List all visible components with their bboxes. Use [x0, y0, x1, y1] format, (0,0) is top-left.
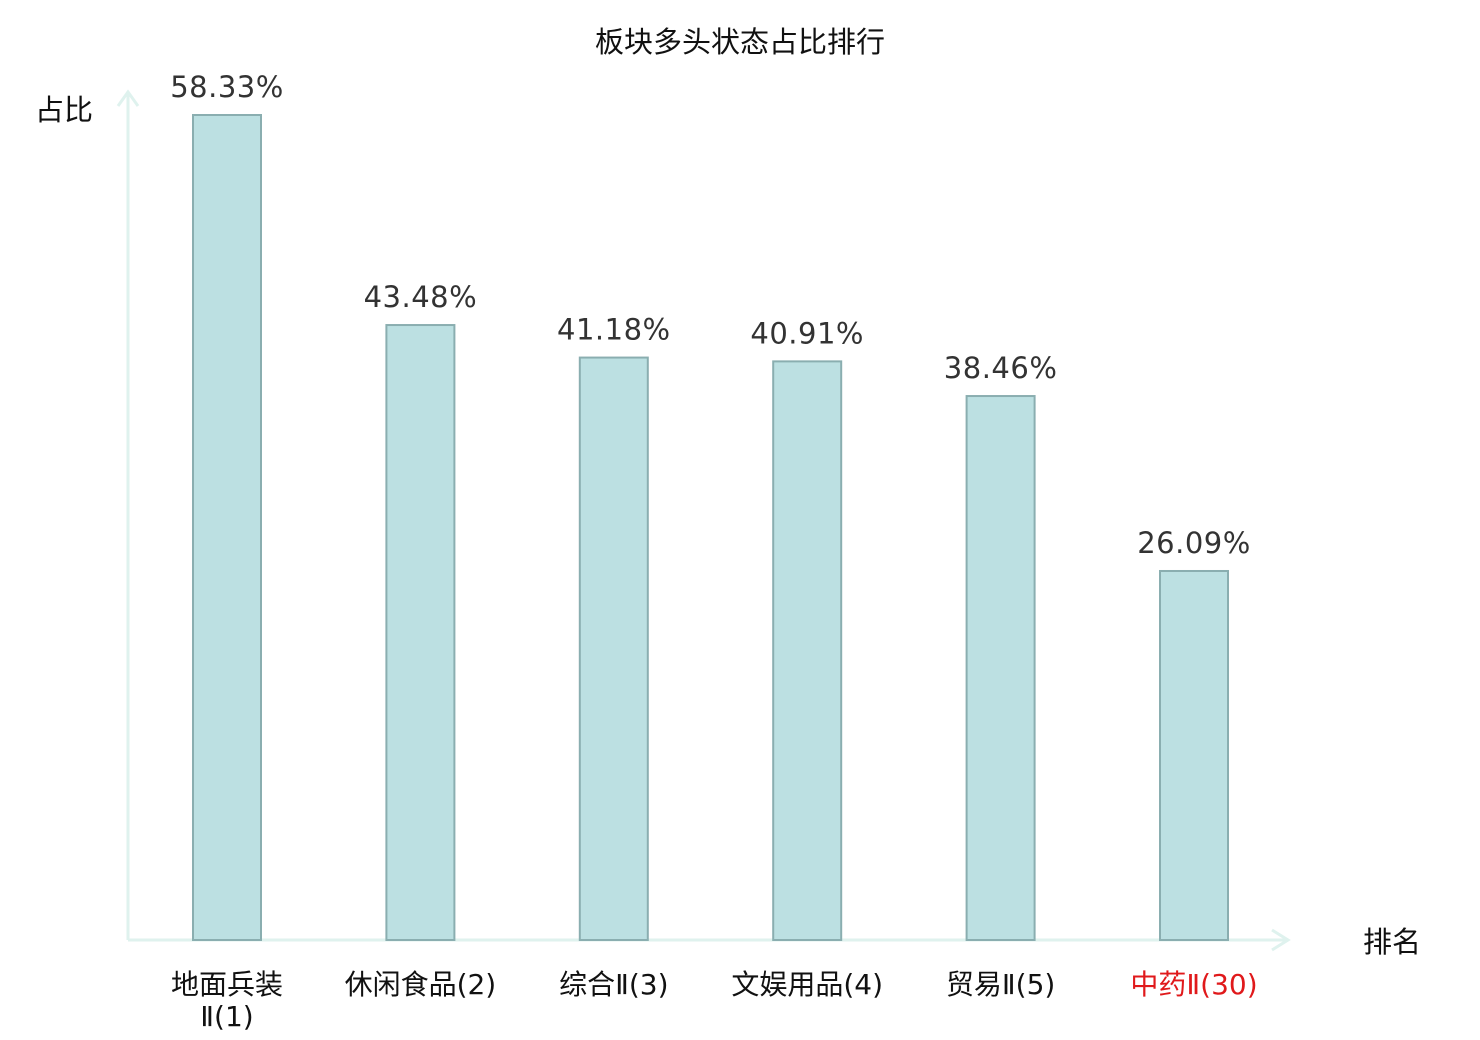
bar: [1159, 569, 1229, 941]
bar-value-label: 40.91%: [750, 316, 864, 350]
category-label: 综合Ⅱ(3): [559, 968, 668, 1001]
category-label: 地面兵装: [171, 968, 283, 1001]
category-label: 休闲食品(2): [345, 968, 497, 1001]
category-label: 中药Ⅱ(30): [1130, 968, 1257, 1001]
bar-value-label: 26.09%: [1137, 526, 1251, 560]
bar: [192, 114, 262, 941]
bar: [772, 360, 843, 942]
bars-group: [192, 114, 1229, 942]
bar: [578, 356, 649, 942]
bar-value-label: 38.46%: [944, 351, 1058, 385]
category-label-line2: Ⅱ(1): [200, 1000, 253, 1033]
bar: [965, 395, 1036, 942]
chart-title: 板块多头状态占比排行: [595, 25, 885, 59]
bar: [385, 324, 456, 941]
bar-value-label: 43.48%: [364, 280, 478, 314]
category-label: 文娱用品(4): [731, 968, 883, 1001]
bar-value-label: 58.33%: [170, 70, 284, 104]
x-axis-label: 排名: [1363, 925, 1421, 959]
x-axis: [128, 928, 1291, 952]
category-label: 贸易Ⅱ(5): [946, 968, 1055, 1001]
bar-value-label: 41.18%: [557, 313, 671, 347]
y-axis-label: 占比: [35, 93, 93, 127]
value-labels-group: 58.33% 43.48% 41.18% 40.91% 38.46% 26.09%: [170, 70, 1251, 560]
y-axis-arrow-icon: [116, 89, 140, 107]
x-axis-arrow-icon: [1271, 928, 1291, 952]
y-axis: [116, 89, 140, 940]
